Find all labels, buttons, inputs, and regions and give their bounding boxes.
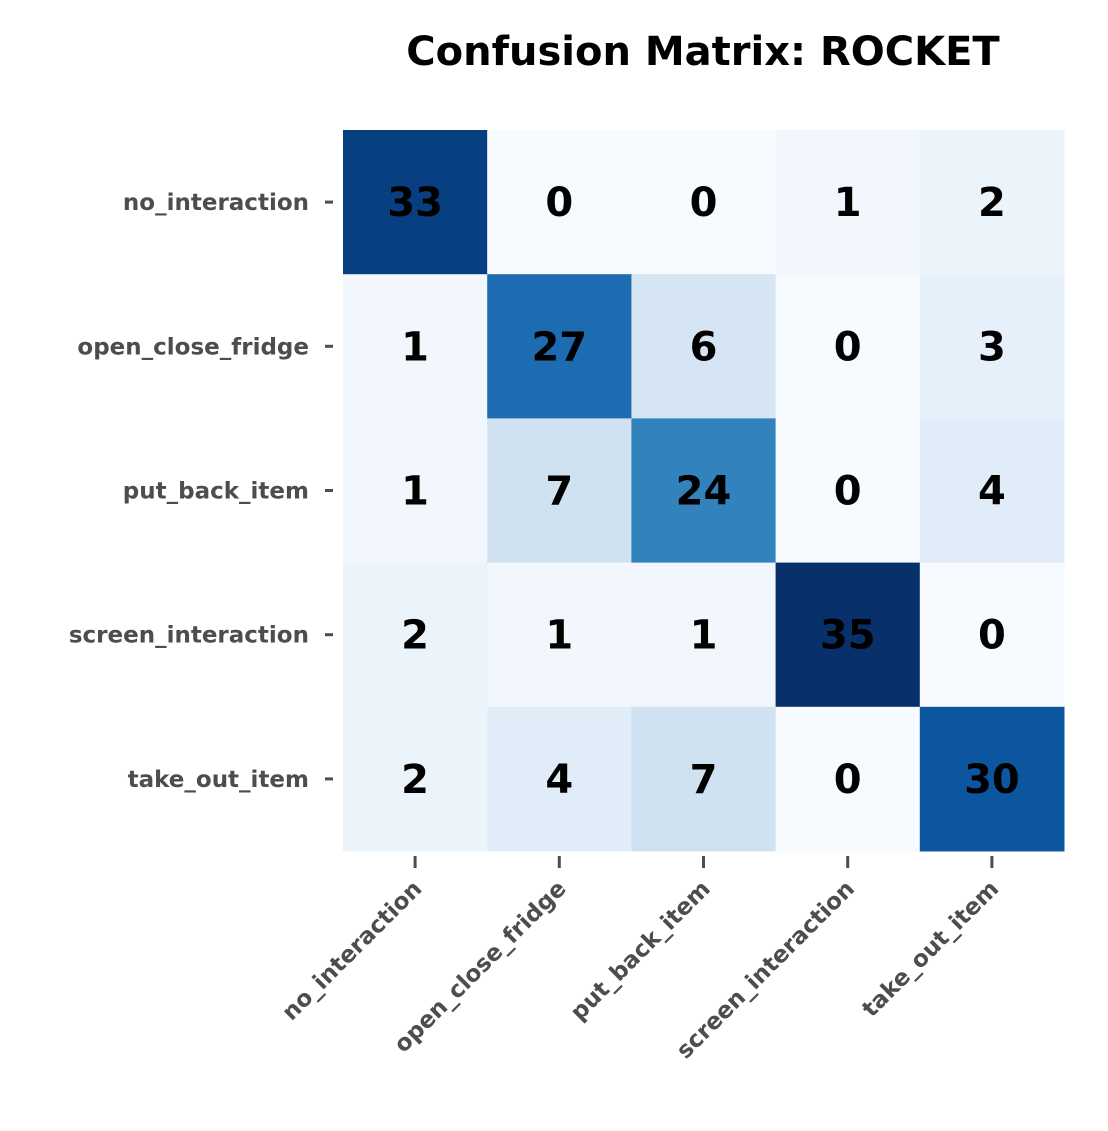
heatmap-cell — [487, 130, 632, 275]
cell-value-label: 30 — [964, 757, 1020, 803]
cell-value-label: 3 — [978, 324, 1006, 370]
cell-value-label: 0 — [545, 180, 573, 226]
heatmap-cell-labels: 33 0 0 1 21 27 6 0 31 7 24 0 42 1 1 35 02 4 7 0 30 — [387, 180, 1019, 803]
y-tick-label: screen_interaction — [69, 623, 309, 649]
chart-title: Confusion Matrix: ROCKET — [406, 29, 1000, 75]
cell-value-label: 0 — [834, 324, 862, 370]
cell-value-label: 6 — [690, 324, 718, 370]
cell-value-label: 0 — [834, 469, 862, 515]
heatmap-cell — [487, 274, 632, 419]
heatmap-cell — [631, 274, 777, 419]
cell-value-label: 4 — [978, 469, 1006, 515]
y-tick-label: open_close_fridge — [77, 334, 309, 360]
heatmap-cell — [631, 418, 777, 564]
heatmap-cell — [775, 418, 921, 564]
heatmap-cell — [631, 562, 777, 708]
cell-value-label: 2 — [978, 180, 1006, 226]
cell-value-label: 7 — [545, 469, 573, 515]
cell-value-label: 33 — [387, 180, 443, 226]
cell-value-label: 1 — [401, 324, 429, 370]
heatmap-cell — [919, 706, 1065, 852]
x-tick-label: take_out_item — [857, 876, 1004, 1023]
cell-value-label: 35 — [820, 613, 876, 659]
cell-value-label: 0 — [690, 180, 718, 226]
cell-value-label: 4 — [545, 757, 573, 803]
heatmap-cell — [775, 130, 921, 275]
heatmap-cell — [919, 130, 1065, 275]
heatmap-cells — [343, 130, 1065, 852]
heatmap-cell — [631, 130, 777, 275]
y-tick-label: put_back_item — [123, 479, 309, 505]
heatmap-cell — [343, 562, 488, 708]
cell-value-label: 2 — [401, 757, 429, 803]
x-tick-label: put_back_item — [566, 876, 716, 1026]
y-tick-label: take_out_item — [128, 767, 309, 793]
cell-value-label: 1 — [401, 469, 429, 515]
cell-value-label: 0 — [978, 613, 1006, 659]
heatmap-cell — [343, 418, 488, 564]
heatmap-cell — [487, 706, 632, 852]
heatmap-cell — [919, 418, 1065, 564]
cell-value-label: 1 — [690, 613, 718, 659]
heatmap-cell — [919, 562, 1065, 708]
x-tick-label: no_interaction — [277, 876, 427, 1026]
cell-value-label: 1 — [834, 180, 862, 226]
heatmap-cell — [775, 274, 921, 419]
y-axis: no_interaction open_close_fridge put_back_… — [69, 190, 333, 793]
cell-value-label: 2 — [401, 613, 429, 659]
cell-value-label: 7 — [690, 757, 718, 803]
heatmap-cell — [343, 130, 488, 275]
heatmap-cell — [487, 562, 632, 708]
heatmap-cell — [919, 274, 1065, 419]
heatmap-cell — [343, 706, 488, 852]
heatmap-cell — [343, 274, 488, 419]
cell-value-label: 27 — [531, 324, 587, 370]
heatmap-cell — [631, 706, 777, 852]
heatmap-cell — [775, 562, 921, 708]
cell-value-label: 0 — [834, 757, 862, 803]
cell-value-label: 1 — [545, 613, 573, 659]
heatmap-cell — [775, 706, 921, 852]
heatmap-cell — [487, 418, 632, 564]
x-axis: no_interactionopen_close_fridgeput_back_… — [277, 856, 1004, 1064]
cell-value-label: 24 — [676, 469, 732, 515]
y-tick-label: no_interaction — [123, 190, 309, 216]
